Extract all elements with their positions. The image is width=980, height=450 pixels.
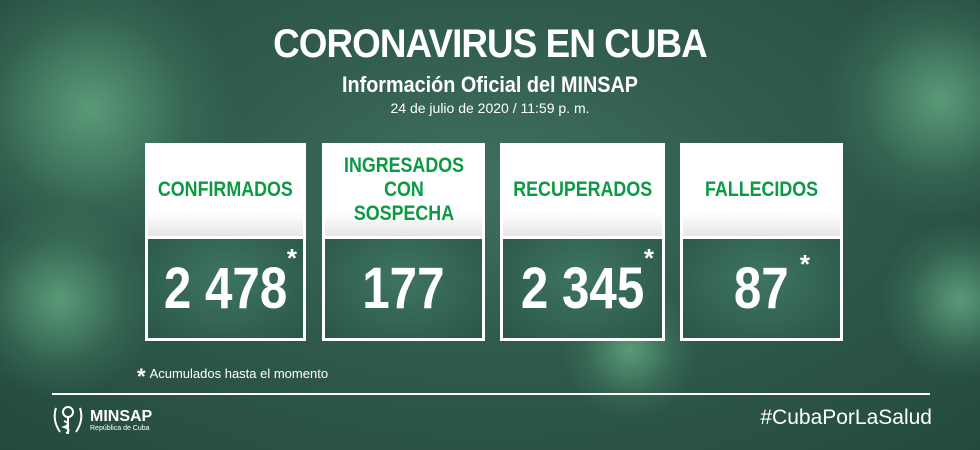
card-value: 2 345 (520, 256, 645, 321)
page-subtitle: Información Oficial del MINSAP (342, 72, 638, 97)
card-label: CONFIRMADOS (158, 177, 293, 201)
asterisk-icon: * (286, 243, 297, 273)
logo-subtitle: República de Cuba (90, 424, 150, 432)
card-value: 87 (734, 256, 789, 321)
page-title: CORONAVIRUS EN CUBA (273, 22, 708, 66)
asterisk-icon: * (137, 364, 146, 389)
divider (52, 393, 930, 395)
report-date: 24 de julio de 2020 / 11:59 p. m. (390, 100, 590, 116)
logo-name: MINSAP (90, 407, 153, 425)
card-label: FALLECIDOS (704, 177, 819, 201)
card-confirmados: CONFIRMADOS 2 478 * (145, 143, 306, 341)
footnote: * Acumulados hasta el momento (137, 364, 328, 390)
minsap-logo: MINSAP República de Cuba (50, 404, 152, 436)
card-value: 177 (362, 256, 445, 321)
virus-decoration (880, 220, 980, 380)
caduceus-emblem-icon (53, 406, 83, 434)
card-label: INGRESADOS CON SOSPECHA (343, 153, 464, 225)
card-value: 2 478 (163, 256, 288, 321)
card-label: RECUPERADOS (513, 177, 652, 201)
hashtag: #CubaPorLaSalud (760, 406, 932, 429)
virus-decoration (0, 200, 160, 400)
card-recuperados: RECUPERADOS 2 345 * (500, 143, 665, 341)
card-ingresados: INGRESADOS CON SOSPECHA 177 (322, 143, 485, 341)
asterisk-icon: * (799, 249, 810, 279)
footnote-text: Acumulados hasta el momento (149, 366, 329, 381)
asterisk-icon: * (643, 243, 654, 273)
card-fallecidos: FALLECIDOS 87 * (680, 143, 843, 341)
